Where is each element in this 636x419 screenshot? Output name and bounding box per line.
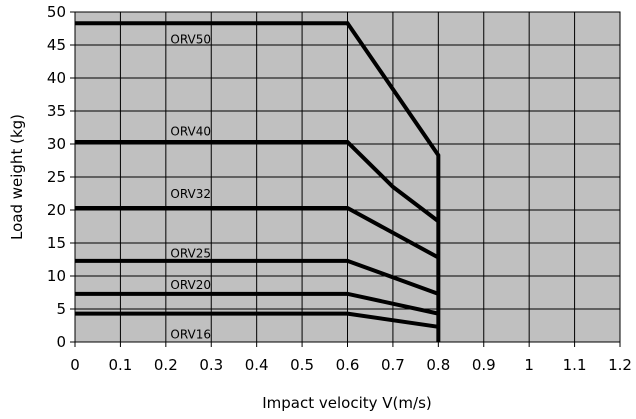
x-tick-label: 0.9 (472, 356, 496, 374)
x-tick-label: 1.2 (608, 356, 632, 374)
x-tick-label: 0.3 (199, 356, 223, 374)
y-axis-title: Load weight (kg) (8, 114, 26, 240)
series-line-orv20 (75, 291, 439, 316)
x-tick-label: 0.4 (245, 356, 269, 374)
y-tick-label: 20 (47, 201, 66, 219)
series-line-orv16 (75, 311, 439, 329)
series-label-orv50: ORV50 (170, 33, 211, 47)
series-label-orv20: ORV20 (170, 278, 211, 292)
x-tick-label: 1 (524, 356, 534, 374)
series-label-orv16: ORV16 (170, 328, 211, 342)
y-tick-label: 25 (47, 168, 66, 186)
y-tick-label: 50 (47, 3, 66, 21)
x-tick-label: 1.1 (563, 356, 587, 374)
series-layer (75, 21, 441, 342)
series-line-orv40 (75, 140, 440, 223)
x-axis: 0 0.1 0.2 0.3 0.4 0.5 0.6 0.7 0.8 0.9 1 1.1 1.2 (70, 342, 632, 374)
x-tick-label: 0 (70, 356, 80, 374)
y-tick-label: 35 (47, 102, 66, 120)
y-tick-label: 15 (47, 234, 66, 252)
x-tick-label: 0.7 (381, 356, 405, 374)
x-tick-label: 0.1 (108, 356, 132, 374)
series-label-orv25: ORV25 (170, 247, 211, 261)
x-axis-title: Impact velocity V(m/s) (262, 394, 431, 412)
y-tick-label: 45 (47, 36, 66, 54)
x-tick-label: 0.8 (426, 356, 450, 374)
x-tick-label: 0.6 (336, 356, 360, 374)
y-tick-label: 10 (47, 267, 66, 285)
series-label-orv32: ORV32 (170, 187, 211, 201)
x-tick-label: 0.5 (290, 356, 314, 374)
y-tick-label: 0 (56, 333, 66, 351)
y-tick-label: 5 (56, 300, 66, 318)
y-tick-label: 40 (47, 69, 66, 87)
series-line-orv50 (75, 21, 441, 342)
y-tick-label: 30 (47, 135, 66, 153)
series-labels: ORV50 ORV40 ORV32 ORV25 ORV20 ORV16 (170, 33, 211, 342)
x-tick-label: 0.2 (154, 356, 178, 374)
series-line-orv25 (75, 258, 440, 296)
series-line-orv32 (75, 206, 440, 260)
y-axis: 0 5 10 15 20 25 30 35 40 45 50 (47, 3, 75, 351)
series-label-orv40: ORV40 (170, 124, 211, 138)
